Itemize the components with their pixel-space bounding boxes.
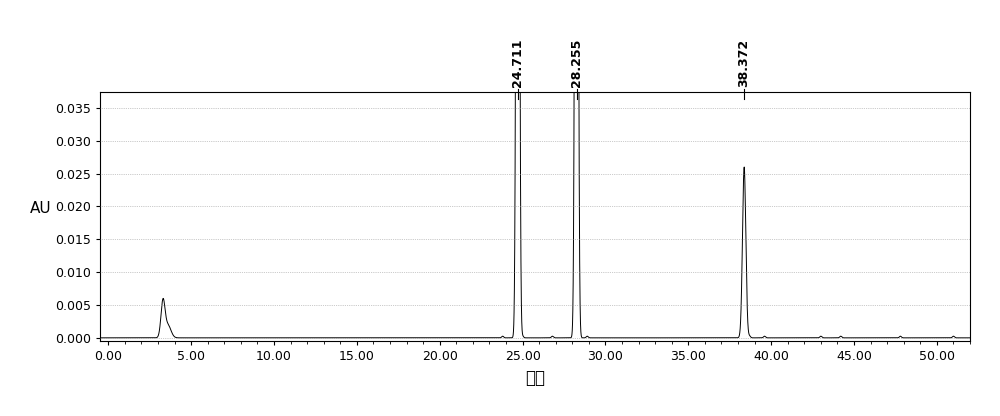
Text: 24.711: 24.711 [511, 38, 524, 87]
Text: 38.372: 38.372 [738, 38, 751, 87]
Y-axis label: AU: AU [30, 201, 52, 216]
Text: 28.255: 28.255 [570, 38, 583, 87]
X-axis label: 分钟: 分钟 [525, 369, 545, 387]
